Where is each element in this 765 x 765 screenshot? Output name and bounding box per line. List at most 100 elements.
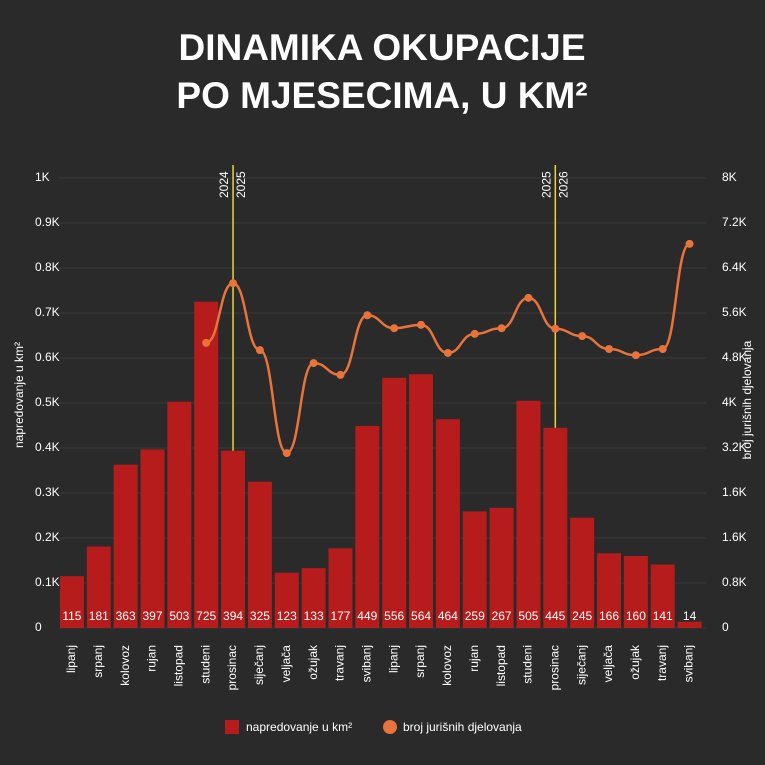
x-tick-label: veljača: [279, 645, 293, 683]
bar: [247, 481, 272, 628]
bar: [435, 419, 460, 628]
bar: [489, 507, 514, 628]
y-tick-label: 0.7K: [35, 305, 60, 319]
data-label: 259: [465, 609, 485, 623]
data-label: 725: [196, 609, 216, 623]
line-point: [417, 320, 426, 329]
y-tick-label: 0.4K: [35, 440, 60, 454]
bar: [86, 546, 111, 628]
data-label: 556: [384, 609, 404, 623]
y2-tick-label: 0.8K: [722, 575, 747, 589]
data-label: 245: [572, 609, 592, 623]
bar: [543, 427, 568, 628]
line-point: [255, 346, 264, 355]
line-point: [524, 293, 533, 302]
y2-tick-label: 0: [722, 620, 729, 634]
x-tick-label: rujan: [145, 645, 159, 672]
x-tick-label: listopad: [172, 645, 186, 686]
data-label: 505: [518, 609, 538, 623]
data-label: 123: [277, 609, 297, 623]
data-label: 141: [653, 609, 673, 623]
line-point: [497, 324, 506, 333]
y2-tick-label: 3.2K: [722, 440, 747, 454]
bar: [516, 400, 541, 628]
bar: [570, 517, 595, 628]
year-label: 2025: [539, 171, 553, 198]
y2-tick-label: 8K: [722, 170, 737, 184]
line-point: [551, 324, 560, 333]
legend-label: napredovanje u km²: [246, 720, 352, 734]
data-label: 449: [357, 609, 377, 623]
line-point: [309, 359, 318, 368]
bar: [355, 425, 380, 628]
line-point: [578, 332, 587, 341]
line-point: [685, 239, 694, 248]
bar: [113, 464, 138, 628]
data-label: 177: [330, 609, 350, 623]
x-tick-label: svibanj: [682, 645, 696, 682]
bar: [650, 564, 675, 628]
x-tick-label: kolovoz: [440, 645, 454, 686]
bar: [328, 548, 353, 628]
line-point: [631, 351, 640, 360]
x-tick-label: svibanj: [359, 645, 373, 682]
bar: [382, 377, 407, 628]
x-tick-label: prosinac: [225, 645, 239, 690]
bar: [59, 576, 84, 628]
year-label: 2026: [556, 171, 570, 198]
data-label: 14: [683, 609, 697, 623]
y2-tick-label: 7.2K: [722, 215, 747, 229]
data-label: 503: [169, 609, 189, 623]
x-tick-label: travanj: [333, 645, 347, 681]
x-tick-label: ožujak: [628, 644, 642, 680]
year-label: 2025: [234, 171, 248, 198]
legend-label: broj jurišnih djelovanja: [403, 720, 522, 734]
y-tick-label: 0.6K: [35, 350, 60, 364]
x-tick-label: srpanj: [413, 645, 427, 678]
data-label: 166: [599, 609, 619, 623]
bar: [221, 450, 246, 628]
chart-title: PO MJESECIMA, U KM²: [176, 75, 587, 116]
legend-swatch: [383, 720, 397, 734]
x-tick-label: studeni: [198, 645, 212, 684]
y-axis-label: napredovanje u km²: [12, 342, 26, 448]
line-point: [390, 324, 399, 333]
year-label: 2024: [217, 171, 231, 198]
data-label: 325: [250, 609, 270, 623]
line-point: [658, 345, 667, 353]
y-tick-label: 0: [35, 620, 42, 634]
data-label: 464: [438, 609, 458, 623]
bar: [194, 301, 219, 628]
data-label: 133: [304, 609, 324, 623]
x-tick-label: travanj: [655, 645, 669, 681]
y2-tick-label: 5.6K: [722, 305, 747, 319]
data-label: 160: [626, 609, 646, 623]
y-tick-label: 1K: [35, 170, 50, 184]
y2-tick-label: 4K: [722, 395, 737, 409]
bar: [623, 556, 648, 628]
y2-tick-label: 4.8K: [722, 350, 747, 364]
y-tick-label: 0.1K: [35, 575, 60, 589]
x-tick-label: ožujak: [306, 644, 320, 680]
legend-swatch: [225, 720, 239, 734]
x-tick-label: siječanj: [252, 645, 266, 685]
x-tick-label: kolovoz: [118, 645, 132, 686]
data-label: 181: [89, 609, 109, 623]
line-point: [443, 348, 452, 357]
bar: [274, 572, 299, 628]
line-point: [336, 370, 345, 379]
data-label: 445: [545, 609, 565, 623]
data-label: 363: [116, 609, 136, 623]
x-tick-label: lipanj: [386, 645, 400, 673]
x-tick-label: studeni: [521, 645, 535, 684]
line-point: [202, 338, 211, 347]
x-tick-label: prosinac: [547, 645, 561, 690]
y2-tick-label: 6.4K: [722, 260, 747, 274]
bar: [301, 568, 326, 628]
y2-tick-label: 1.6K: [722, 485, 747, 499]
line-point: [605, 345, 614, 353]
bar: [677, 621, 702, 628]
y-tick-label: 0.8K: [35, 260, 60, 274]
data-label: 115: [62, 609, 81, 623]
